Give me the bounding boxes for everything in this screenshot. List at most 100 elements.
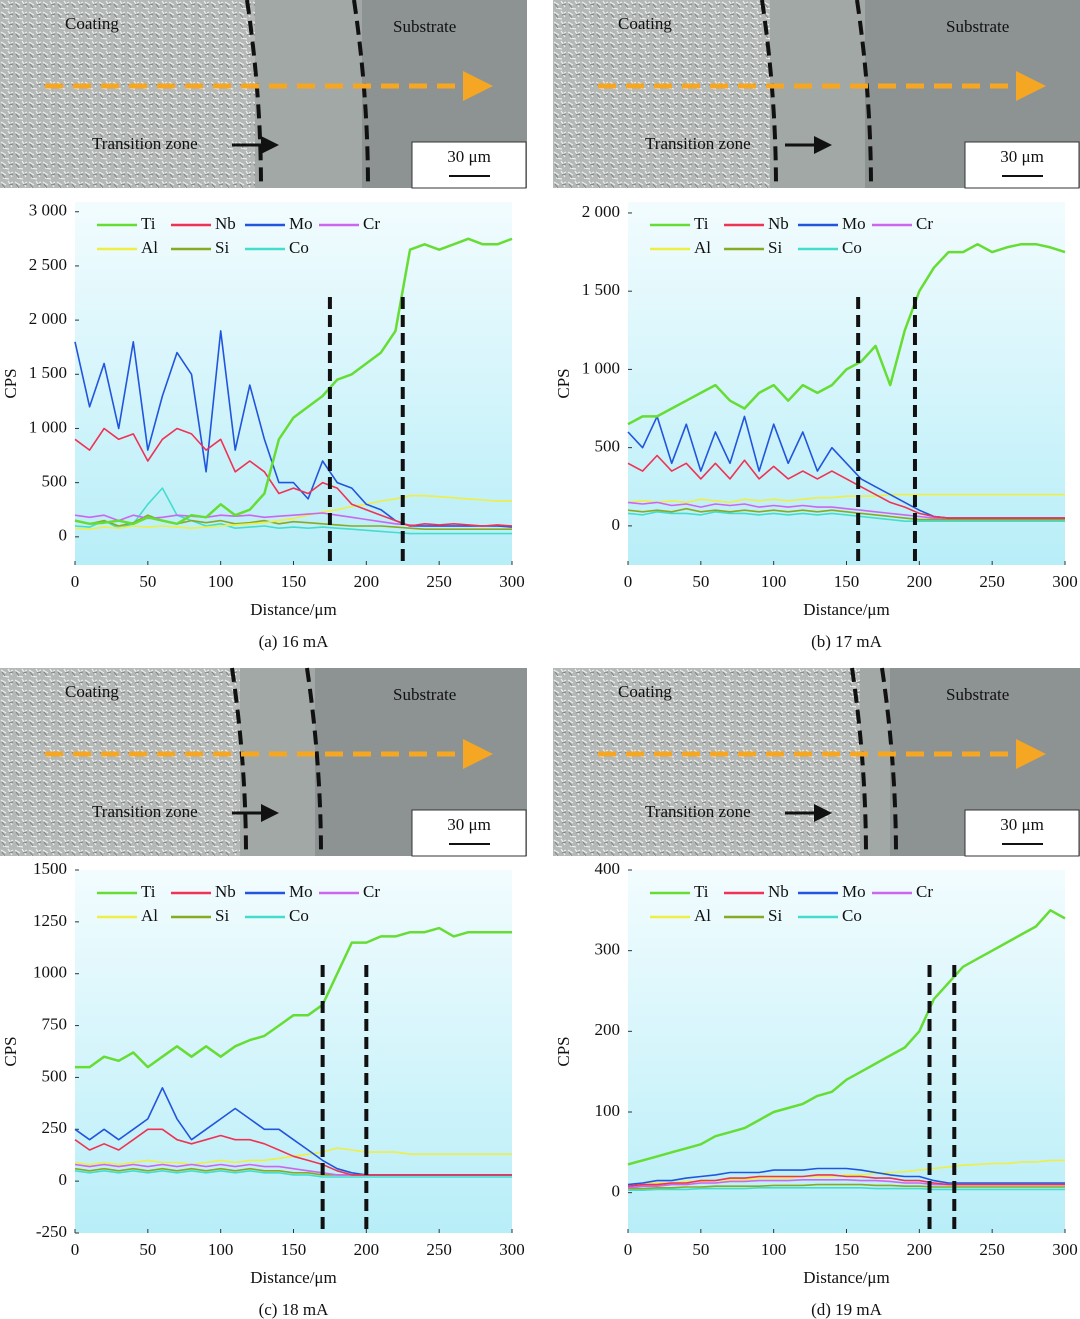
y-tick-label: -250 [36,1222,67,1241]
scale-label: 30 μm [447,815,491,834]
y-tick-label: 1 500 [29,363,67,382]
legend-label: Nb [215,214,236,233]
x-tick-label: 250 [979,1240,1005,1259]
x-tick-label: 200 [354,572,380,591]
x-tick-label: 300 [499,1240,525,1259]
legend-label: Cr [363,214,380,233]
series-line [628,1187,1065,1191]
scale-box [964,809,1080,857]
series-line [75,926,512,1069]
caption: (c) 18 mA [259,1300,330,1319]
legend-label: Co [289,906,309,925]
scale-label: 30 μm [1000,815,1044,834]
series-line [74,237,513,526]
caption: (b) 17 mA [811,632,883,651]
series-line [628,1183,1065,1190]
legend-label: Ti [141,882,156,901]
legend-label: Co [842,238,862,257]
legend-label: Nb [215,882,236,901]
plot-background [628,870,1065,1233]
x-tick-label: 150 [281,572,307,591]
x-tick-label: 300 [1052,572,1078,591]
transition-label: Transition zone [92,802,198,821]
y-tick-label: 1500 [33,859,67,878]
legend-label: Si [768,238,782,257]
micrograph: Coating Substrate Transition zone 30 μm [0,667,527,857]
substrate-label: Substrate [946,17,1009,36]
x-axis-label: Distance/μm [803,600,890,619]
boundary-dash [855,0,873,189]
x-tick-label: 100 [761,1240,787,1259]
legend-label: Al [141,906,158,925]
legend-label: Mo [289,882,313,901]
x-tick-label: 250 [979,572,1005,591]
x-axis-label: Distance/μm [250,600,337,619]
y-tick-label: 1 000 [29,417,67,436]
y-tick-label: 1250 [33,911,67,930]
x-tick-label: 250 [426,1240,452,1259]
micrograph: Coating Substrate Transition zone 30 μm [553,667,1080,857]
coating-label: Coating [65,14,119,33]
legend-label: Nb [768,214,789,233]
micrograph: Coating Substrate Transition zone 30 μm [0,0,527,189]
transition-label: Transition zone [645,134,751,153]
series-line [627,1167,1065,1186]
y-tick-label: 400 [595,859,621,878]
x-tick-label: 50 [692,572,709,591]
series-line [74,1170,512,1178]
coating-label: Coating [618,14,672,33]
series-line [627,454,1065,519]
scale-box [411,141,527,189]
x-tick-label: 200 [907,572,933,591]
y-axis-label: CPS [1,1036,20,1066]
boundary-dash [880,667,898,857]
scale-label: 30 μm [447,147,491,166]
legend-label: Si [215,906,229,925]
y-tick-label: 2 000 [582,202,620,221]
legend-label: Cr [916,882,933,901]
series-line [627,242,1066,426]
transition-area [255,0,362,188]
substrate-label: Substrate [393,17,456,36]
y-tick-label: 100 [595,1101,621,1120]
coating-area [553,0,790,188]
y-tick-label: 0 [59,526,68,545]
transition-label: Transition zone [645,802,751,821]
boundary-dash [850,667,868,857]
x-tick-label: 0 [624,572,633,591]
y-axis-label: CPS [1,368,20,398]
coating-area [553,668,880,856]
y-tick-label: 200 [595,1020,621,1039]
y-tick-label: 0 [59,1170,68,1189]
series-line [74,487,512,535]
transition-area [770,0,865,188]
series-line [74,330,513,528]
y-tick-label: 1 500 [582,280,620,299]
x-tick-label: 100 [208,572,234,591]
x-tick-label: 250 [426,572,452,591]
legend-label: Ti [694,214,709,233]
series-line [74,494,512,530]
series-line [627,507,1065,521]
boundary-dash [352,0,370,189]
legend-label: Al [694,906,711,925]
legend-label: Cr [363,882,380,901]
y-tick-label: 500 [42,1066,68,1085]
scale-box [411,809,527,857]
boundary-dash [760,0,778,189]
coating-label: Coating [65,682,119,701]
x-axis-label: Distance/μm [250,1268,337,1287]
scale-label: 30 μm [1000,147,1044,166]
x-tick-label: 0 [71,572,80,591]
substrate-label: Substrate [393,685,456,704]
x-tick-label: 0 [71,1240,80,1259]
boundary-dash [245,0,263,189]
legend-label: Si [215,238,229,257]
y-tick-label: 2 000 [29,309,67,328]
transition-label: Transition zone [92,134,198,153]
x-tick-label: 50 [139,572,156,591]
legend-label: Nb [768,882,789,901]
legend-label: Si [768,906,782,925]
x-tick-label: 200 [354,1240,380,1259]
